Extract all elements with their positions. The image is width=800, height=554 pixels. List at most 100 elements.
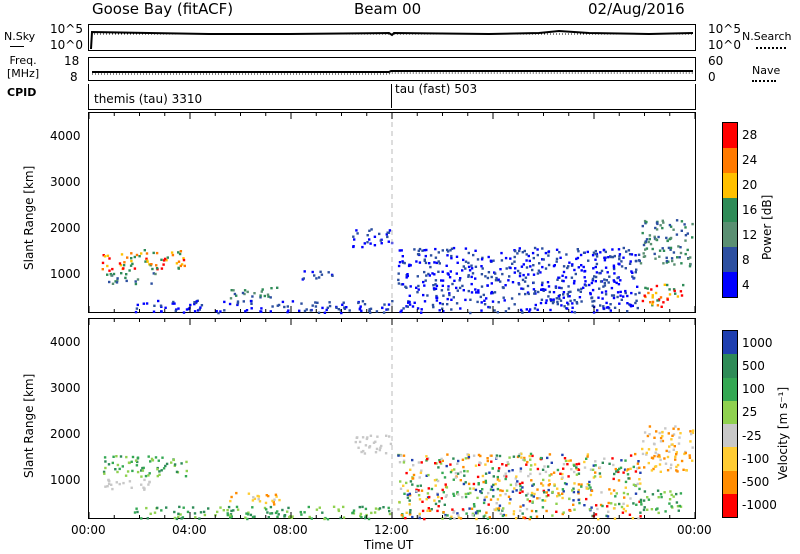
power-data-cell <box>596 309 599 312</box>
power-data-cell <box>560 304 563 307</box>
power-data-cell <box>366 234 369 237</box>
power-data-cell <box>603 278 606 281</box>
power-data-cell <box>448 292 451 295</box>
power-data-cell <box>401 255 404 258</box>
velocity-data-cell <box>659 470 662 473</box>
power-data-cell <box>223 300 226 304</box>
power-data-cell <box>649 242 653 246</box>
velocity-data-cell <box>147 455 150 458</box>
velocity-data-cell <box>118 482 121 486</box>
velocity-data-cell <box>400 513 403 517</box>
power-data-cell <box>402 307 405 310</box>
velocity-data-cell <box>356 436 359 439</box>
velocity-data-cell <box>538 472 542 476</box>
power-data-cell <box>630 270 633 273</box>
velocity-data-cell <box>596 507 599 511</box>
power-data-cell <box>429 265 432 269</box>
velocity-data-cell <box>648 425 652 428</box>
power-data-cell <box>618 257 621 261</box>
velocity-data-cell <box>299 510 302 514</box>
velocity-data-cell <box>473 505 476 508</box>
velocity-data-cell <box>141 466 144 470</box>
power-data-cell <box>476 300 479 304</box>
power-data-cell <box>363 242 366 245</box>
power-data-cell <box>661 219 664 222</box>
velocity-data-cell <box>674 425 677 428</box>
power-data-cell <box>408 294 411 297</box>
velocity-data-cell <box>273 503 276 506</box>
power-data-cell <box>607 256 610 259</box>
velocity-data-cell <box>274 511 278 515</box>
power-data-cell <box>416 307 420 310</box>
power-data-cell <box>610 286 614 290</box>
power-data-cell <box>277 303 281 307</box>
velocity-data-cell <box>467 455 471 459</box>
power-data-cell <box>644 286 647 290</box>
velocity-data-cell <box>512 455 516 458</box>
power-data-cell <box>576 248 579 251</box>
power-data-cell <box>235 294 238 297</box>
power-data-cell <box>474 288 477 291</box>
power-data-cell <box>582 251 586 254</box>
velocity-data-cell <box>420 461 423 464</box>
power-data-cell <box>635 268 638 271</box>
power-data-cell <box>178 252 182 256</box>
power-data-cell <box>532 288 536 291</box>
power-data-cell <box>413 301 416 304</box>
velocity-data-cell <box>156 506 159 510</box>
velocity-data-cell <box>464 495 468 499</box>
velocity-data-cell <box>531 500 534 503</box>
power-data-cell <box>286 310 289 314</box>
power-data-cell <box>612 279 615 282</box>
power-data-cell <box>467 261 470 265</box>
power-data-cell <box>666 239 669 243</box>
power-data-cell <box>475 291 478 294</box>
power-data-cell <box>562 270 566 274</box>
power-data-cell <box>482 293 485 297</box>
power-data-cell <box>532 281 535 284</box>
velocity-data-cell <box>667 432 670 435</box>
power-data-cell <box>122 267 125 270</box>
velocity-data-cell <box>626 473 630 476</box>
velocity-data-cell <box>501 463 504 466</box>
velocity-data-cell <box>425 474 428 477</box>
power-data-cell <box>403 261 406 265</box>
power-data-cell <box>469 298 472 301</box>
velocity-data-cell <box>112 455 115 458</box>
velocity-data-cell <box>229 516 232 519</box>
power-data-cell <box>180 263 184 266</box>
power-data-cell <box>619 294 622 297</box>
power-data-cell <box>179 250 183 253</box>
power-data-cell <box>316 301 319 304</box>
velocity-data-cell <box>530 491 534 495</box>
velocity-data-cell <box>481 488 484 491</box>
velocity-data-cell <box>561 476 564 479</box>
power-data-cell <box>539 271 542 274</box>
power-data-cell <box>612 264 616 267</box>
velocity-data-cell <box>573 464 576 467</box>
velocity-data-cell <box>677 509 680 512</box>
velocity-data-cell <box>352 509 356 512</box>
power-data-cell <box>682 283 685 287</box>
power-data-cell <box>631 275 634 278</box>
power-data-cell <box>477 291 480 294</box>
power-data-cell <box>586 250 589 254</box>
velocity-heatmap <box>88 319 696 521</box>
power-data-cell <box>418 247 422 251</box>
velocity-data-cell <box>376 435 379 438</box>
power-data-cell <box>634 254 637 257</box>
velocity-data-cell <box>464 481 467 484</box>
velocity-data-cell <box>145 506 148 510</box>
velocity-data-cell <box>543 499 547 502</box>
power-data-cell <box>657 235 660 239</box>
power-data-cell <box>544 267 548 270</box>
power-data-cell <box>397 264 401 268</box>
power-data-cell <box>622 295 625 298</box>
velocity-data-cell <box>321 511 324 514</box>
velocity-data-cell <box>408 492 411 496</box>
power-data-cell <box>193 301 196 304</box>
velocity-data-cell <box>617 470 620 474</box>
velocity-data-cell <box>548 453 552 456</box>
velocity-data-cell <box>366 436 369 439</box>
velocity-data-cell <box>430 487 434 491</box>
